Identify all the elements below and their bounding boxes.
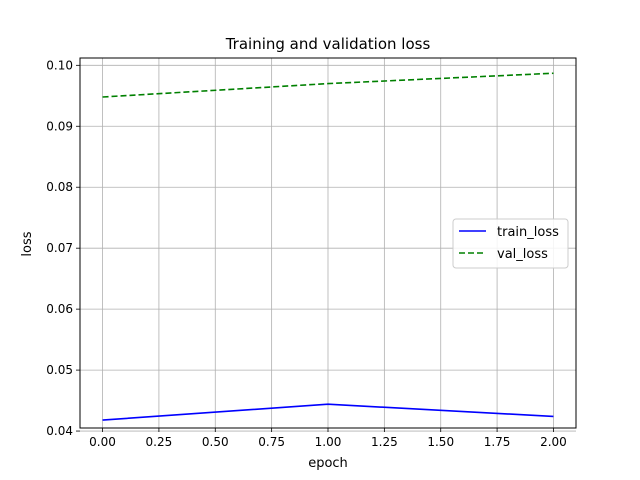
y-tick-label: 0.06 bbox=[46, 302, 73, 316]
x-tick-label: 1.50 bbox=[427, 435, 454, 449]
x-tick-label: 0.25 bbox=[146, 435, 173, 449]
y-axis-label: loss bbox=[20, 231, 35, 256]
x-tick-label: 0.00 bbox=[89, 435, 116, 449]
legend-label-val_loss: val_loss bbox=[497, 247, 548, 262]
series-lines bbox=[102, 72, 554, 421]
x-tick-label: 0.75 bbox=[258, 435, 285, 449]
chart-title: Training and validation loss bbox=[225, 35, 431, 53]
x-tick-label: 1.25 bbox=[371, 435, 398, 449]
y-tick-label: 0.10 bbox=[46, 58, 73, 72]
legend: train_loss val_loss bbox=[452, 218, 569, 269]
x-tick-label: 1.00 bbox=[315, 435, 342, 449]
x-tick-label: 2.00 bbox=[540, 435, 567, 449]
y-tick-label: 0.09 bbox=[46, 119, 73, 133]
x-axis-label: epoch bbox=[308, 456, 348, 471]
x-axis-ticks: 0.00 0.25 0.50 0.75 1.00 1.25 1.50 1.75 2.00 bbox=[89, 428, 567, 449]
y-tick-label: 0.07 bbox=[46, 241, 73, 255]
x-tick-label: 1.75 bbox=[484, 435, 511, 449]
x-tick-label: 0.50 bbox=[202, 435, 229, 449]
legend-label-train_loss: train_loss bbox=[497, 225, 559, 240]
y-tick-label: 0.08 bbox=[46, 180, 73, 194]
y-tick-label: 0.04 bbox=[46, 424, 73, 438]
y-tick-label: 0.05 bbox=[46, 363, 73, 377]
y-axis-ticks: 0.04 0.05 0.06 0.07 0.08 0.09 0.10 bbox=[46, 58, 80, 438]
